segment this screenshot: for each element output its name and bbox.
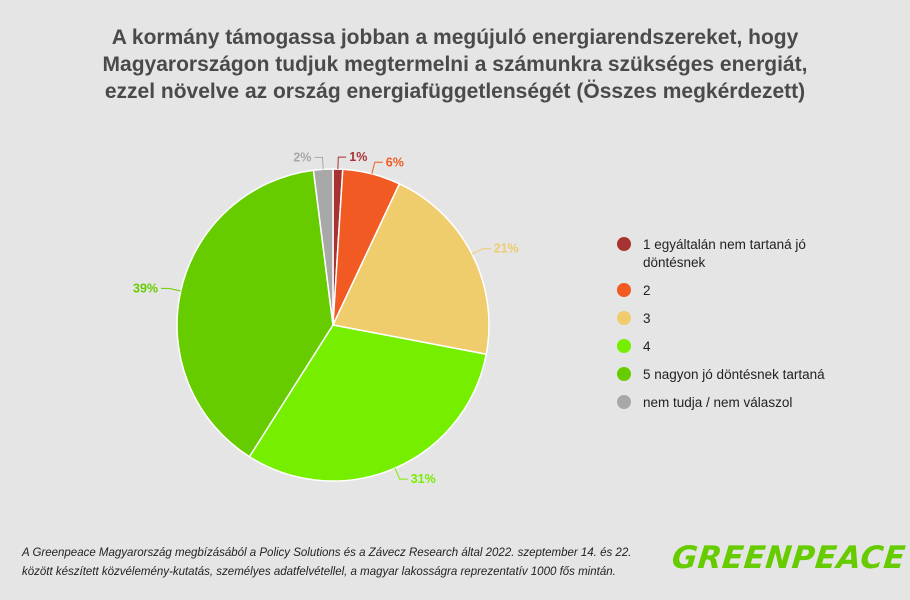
greenpeace-logo: GREENPEACE	[670, 540, 908, 576]
data-label: 21%	[494, 242, 519, 256]
legend-label: 3	[643, 311, 651, 326]
chart-title: A kormány támogassa jobban a megújuló en…	[30, 24, 880, 105]
leader-line	[371, 161, 383, 175]
footnote-line-2: között készített közvélemény-kutatás, sz…	[22, 566, 616, 578]
source-footnote: A Greenpeace Magyarország megbízásából a…	[22, 544, 662, 582]
legend-swatch-icon	[617, 395, 631, 409]
legend-item[interactable]: 3	[617, 310, 877, 328]
pie-slice[interactable]	[176, 169, 334, 458]
legend-swatch-icon	[617, 237, 631, 251]
leader-line	[161, 287, 181, 292]
title-line-3: ezzel növelve az ország energiafüggetlen…	[104, 80, 806, 103]
legend-item[interactable]: 4	[617, 338, 877, 356]
legend-swatch-icon	[617, 339, 631, 353]
leader-line	[314, 156, 324, 170]
data-label: 2%	[293, 150, 311, 164]
legend-label: 5 nagyon jó döntésnek tartaná	[643, 367, 825, 382]
legend-swatch-icon	[617, 311, 631, 325]
legend-label: 4	[643, 339, 651, 354]
leader-line	[471, 248, 491, 255]
legend-label: 2	[643, 283, 651, 298]
data-label: 39%	[133, 281, 158, 295]
title-line-2: Magyarországon tudjuk megtermelni a szám…	[102, 53, 808, 76]
legend-swatch-icon	[617, 367, 631, 381]
legend-item[interactable]: nem tudja / nem válaszol	[617, 394, 877, 412]
legend-item[interactable]: 2	[617, 282, 877, 300]
legend-item[interactable]: 5 nagyon jó döntésnek tartaná	[617, 366, 877, 384]
leader-line	[394, 467, 408, 480]
data-label: 6%	[386, 155, 404, 169]
data-label: 31%	[411, 472, 436, 486]
legend-swatch-icon	[617, 283, 631, 297]
legend-label: nem tudja / nem válaszol	[643, 395, 793, 410]
data-label: 1%	[349, 150, 367, 164]
legend-label: 1 egyáltalán nem tartaná jó döntésnek	[643, 237, 806, 270]
legend: 1 egyáltalán nem tartaná jó döntésnek 2 …	[617, 236, 877, 422]
legend-item[interactable]: 1 egyáltalán nem tartaná jó döntésnek	[617, 236, 877, 272]
title-line-1: A kormány támogassa jobban a megújuló en…	[111, 26, 799, 49]
footnote-line-1: A Greenpeace Magyarország megbízásából a…	[22, 547, 632, 559]
leader-line	[337, 156, 347, 170]
